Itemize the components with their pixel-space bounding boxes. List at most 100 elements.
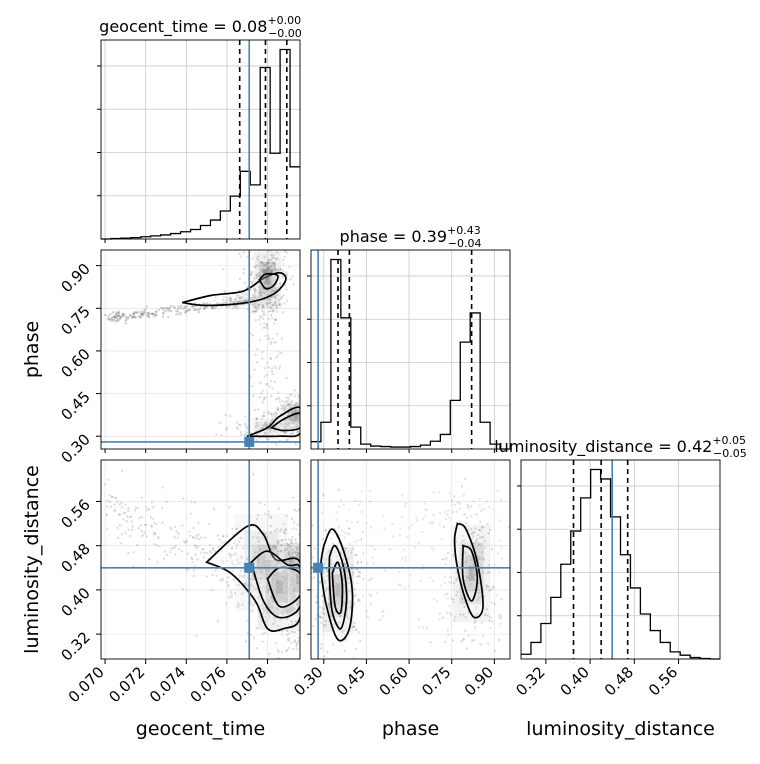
sample-point bbox=[307, 608, 309, 610]
sample-point bbox=[304, 552, 306, 554]
hist-panel-luminosity_distance-step bbox=[521, 468, 720, 660]
sample-point bbox=[260, 392, 263, 395]
sample-point bbox=[286, 638, 289, 642]
sample-point bbox=[113, 318, 116, 322]
sample-point bbox=[255, 517, 259, 520]
sample-point bbox=[295, 547, 298, 550]
sample-point bbox=[265, 323, 268, 326]
sample-point bbox=[145, 535, 149, 538]
sample-point bbox=[293, 426, 296, 429]
sample-point bbox=[304, 426, 306, 428]
sample-point bbox=[156, 535, 160, 539]
sample-point bbox=[343, 590, 347, 594]
sample-point bbox=[215, 574, 218, 577]
sample-point bbox=[406, 535, 409, 538]
sample-point bbox=[139, 312, 142, 316]
sample-point bbox=[453, 503, 457, 507]
sample-point bbox=[457, 561, 460, 564]
sample-point bbox=[442, 525, 445, 529]
sample-point bbox=[303, 430, 305, 432]
sample-point bbox=[269, 515, 273, 519]
sample-point bbox=[271, 303, 275, 307]
sample-point bbox=[338, 614, 342, 617]
sample-point bbox=[209, 302, 212, 305]
sample-point bbox=[236, 305, 239, 309]
sample-point bbox=[305, 424, 307, 426]
sample-point bbox=[323, 655, 326, 658]
sample-point bbox=[286, 660, 288, 662]
density-cell bbox=[257, 554, 266, 571]
sample-point bbox=[276, 354, 280, 357]
sample-point bbox=[254, 353, 257, 356]
sample-point bbox=[492, 586, 495, 589]
sample-point bbox=[130, 520, 134, 523]
sample-point bbox=[481, 551, 484, 554]
sample-point bbox=[143, 523, 147, 527]
sample-point bbox=[470, 569, 473, 572]
sample-point bbox=[138, 516, 141, 520]
sample-point bbox=[279, 596, 283, 599]
sample-point bbox=[239, 569, 242, 573]
sample-point bbox=[237, 300, 241, 303]
sample-point bbox=[265, 585, 269, 589]
sample-point bbox=[274, 242, 276, 244]
sample-point bbox=[264, 569, 268, 572]
sample-point bbox=[274, 257, 278, 260]
sample-point bbox=[308, 556, 310, 558]
sample-point bbox=[263, 559, 266, 563]
sample-point bbox=[438, 618, 441, 621]
sample-point bbox=[277, 407, 280, 410]
sample-point bbox=[369, 603, 373, 606]
sample-point bbox=[230, 593, 233, 596]
sample-point bbox=[272, 263, 276, 266]
sample-point bbox=[255, 305, 258, 309]
sample-point bbox=[230, 546, 234, 549]
sample-point bbox=[165, 553, 169, 557]
sample-point bbox=[208, 543, 212, 547]
sample-point bbox=[263, 271, 266, 274]
sample-point bbox=[160, 507, 164, 510]
ytick-label-phase: 0.30 bbox=[57, 430, 93, 466]
sample-point bbox=[263, 414, 266, 418]
sample-point bbox=[355, 553, 358, 557]
sample-point bbox=[466, 516, 469, 520]
sample-point bbox=[265, 325, 269, 329]
sample-point bbox=[135, 543, 139, 547]
sample-point bbox=[287, 639, 291, 642]
sample-point bbox=[481, 536, 485, 539]
sample-point bbox=[301, 401, 303, 403]
sample-point bbox=[263, 298, 266, 302]
sample-point bbox=[297, 602, 300, 606]
sample-point bbox=[295, 581, 299, 585]
sample-point bbox=[307, 601, 309, 603]
sample-point bbox=[253, 295, 256, 299]
sample-point bbox=[284, 271, 288, 274]
sample-point bbox=[301, 407, 303, 409]
sample-point bbox=[269, 380, 272, 383]
sample-point bbox=[279, 282, 282, 286]
sample-point bbox=[471, 576, 474, 579]
sample-point bbox=[254, 319, 257, 322]
sample-point bbox=[227, 576, 230, 579]
sample-point bbox=[353, 594, 356, 598]
sample-point bbox=[278, 302, 281, 306]
sample-point bbox=[404, 559, 407, 562]
sample-point bbox=[471, 531, 475, 534]
sample-point bbox=[283, 255, 286, 259]
sample-point bbox=[114, 314, 117, 317]
sample-point bbox=[447, 633, 450, 636]
contour-line bbox=[258, 272, 279, 290]
sample-point bbox=[118, 314, 121, 317]
sample-point bbox=[369, 526, 373, 529]
sample-point bbox=[244, 299, 247, 303]
sample-point bbox=[254, 569, 258, 573]
sample-point bbox=[252, 310, 256, 313]
sample-point bbox=[337, 574, 340, 578]
sample-point bbox=[275, 257, 279, 261]
sample-point bbox=[292, 597, 295, 601]
sample-point bbox=[467, 506, 470, 509]
sample-point bbox=[431, 579, 434, 583]
sample-point bbox=[268, 652, 271, 656]
sample-point bbox=[339, 550, 342, 553]
sample-point bbox=[245, 425, 248, 428]
